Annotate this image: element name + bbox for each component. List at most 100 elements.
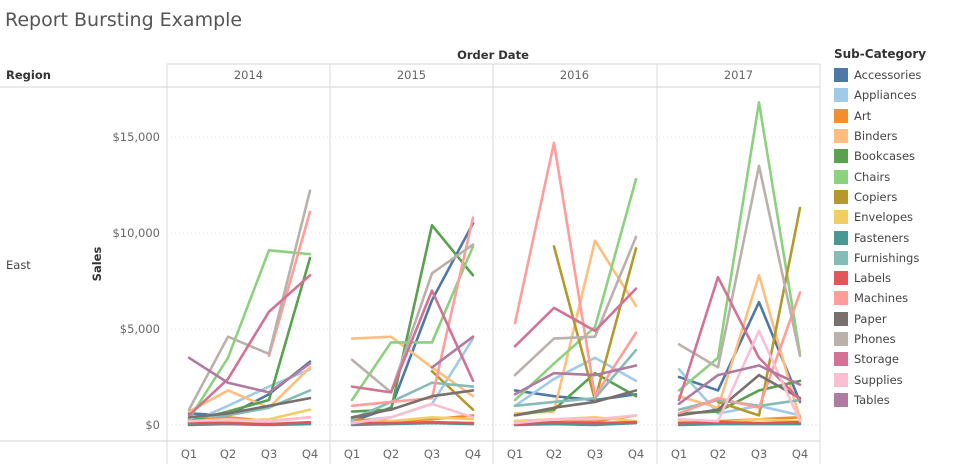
- x-tick-label: Q4: [465, 447, 481, 461]
- series-line-labels: [187, 420, 312, 426]
- x-tick-label: Q3: [587, 447, 603, 461]
- legend-item-art[interactable]: Art: [834, 106, 970, 126]
- x-tick-label: Q1: [671, 447, 687, 461]
- legend: Sub-Category Accessories Appliances Art Bin…: [834, 47, 970, 410]
- series-line-phones: [513, 235, 638, 377]
- legend-label: Art: [854, 108, 872, 123]
- legend-label: Storage: [854, 352, 899, 367]
- series-line-fasteners: [677, 422, 802, 427]
- year-header-2014: 2014: [234, 68, 263, 82]
- x-tick-label: Q3: [424, 447, 440, 461]
- series-line-labels: [677, 420, 802, 425]
- legend-label: Binders: [854, 129, 898, 144]
- series-line-storage: [187, 273, 312, 417]
- page-title: Report Bursting Example: [5, 9, 243, 31]
- series-line-fasteners: [513, 421, 638, 427]
- series-line-copiers: [552, 245, 638, 402]
- year-header-2015: 2015: [397, 68, 426, 82]
- series-line-storage: [513, 287, 638, 348]
- legend-item-envelopes[interactable]: Envelopes: [834, 207, 970, 227]
- x-tick-label: Q1: [181, 447, 197, 461]
- legend-label: Appliances: [854, 88, 917, 103]
- legend-item-labels[interactable]: Labels: [834, 268, 970, 288]
- x-tick-label: Q1: [344, 447, 360, 461]
- legend-swatch: [834, 392, 848, 407]
- legend-item-machines[interactable]: Machines: [834, 288, 970, 308]
- legend-swatch: [834, 332, 848, 346]
- legend-swatch: [834, 352, 848, 367]
- year-header-2016: 2016: [560, 68, 589, 82]
- series-line-phones: [677, 164, 802, 369]
- legend-swatch: [834, 230, 848, 245]
- legend-item-fasteners[interactable]: Fasteners: [834, 227, 970, 247]
- legend-item-appliances[interactable]: Appliances: [834, 85, 970, 105]
- x-tick-label: Q4: [302, 447, 318, 461]
- series-line-machines: [677, 291, 802, 415]
- series-line-storage: [350, 289, 475, 394]
- x-tick-label: Q2: [710, 447, 726, 461]
- y-axis-title: Sales: [90, 247, 104, 282]
- series-line-supplies: [513, 414, 638, 425]
- y-tick-label: $15,000: [112, 130, 160, 144]
- series-line-supplies: [187, 416, 312, 423]
- legend-label: Fasteners: [854, 230, 910, 245]
- x-tick-label: Q2: [220, 447, 236, 461]
- legend-item-tables[interactable]: Tables: [834, 390, 970, 410]
- x-tick-label: Q2: [383, 447, 399, 461]
- column-header: Order Date: [457, 48, 529, 62]
- legend-item-paper[interactable]: Paper: [834, 309, 970, 329]
- legend-label: Tables: [854, 392, 890, 407]
- legend-item-storage[interactable]: Storage: [834, 349, 970, 369]
- legend-title: Sub-Category: [834, 47, 927, 61]
- x-tick-label: Q4: [628, 447, 644, 461]
- legend-label: Chairs: [854, 169, 891, 184]
- legend-swatch: [834, 129, 848, 144]
- legend-swatch: [834, 88, 848, 103]
- series-line-binders: [350, 335, 475, 398]
- series-line-furnishings: [513, 348, 638, 408]
- legend-label: Labels: [854, 271, 892, 286]
- legend-label: Bookcases: [854, 149, 916, 164]
- row-header: Region: [6, 68, 51, 82]
- y-tick-label: $10,000: [112, 226, 160, 240]
- series-line-phones: [350, 243, 475, 394]
- x-tick-label: Q4: [792, 447, 808, 461]
- y-tick-label: $5,000: [120, 322, 160, 336]
- series-line-tables: [677, 364, 802, 406]
- legend-item-bookcases[interactable]: Bookcases: [834, 146, 970, 166]
- legend-swatch: [834, 68, 848, 83]
- series-line-copiers: [716, 206, 802, 417]
- legend-label: Furnishings: [854, 250, 920, 265]
- legend-swatch: [834, 291, 848, 306]
- legend-item-binders[interactable]: Binders: [834, 126, 970, 146]
- series-line-copiers: [430, 369, 475, 411]
- series-line-labels: [350, 420, 475, 425]
- series-line-binders: [187, 366, 312, 413]
- series-line-machines: [350, 216, 475, 408]
- legend-label: Machines: [854, 291, 909, 306]
- legend-item-chairs[interactable]: Chairs: [834, 166, 970, 186]
- legend-label: Copiers: [854, 189, 898, 204]
- year-header-2017: 2017: [724, 68, 753, 82]
- series-line-paper: [187, 396, 312, 419]
- legend-item-furnishings[interactable]: Furnishings: [834, 248, 970, 268]
- legend-label: Envelopes: [854, 210, 914, 225]
- legend-item-copiers[interactable]: Copiers: [834, 187, 970, 207]
- row-label-east: East: [6, 258, 31, 272]
- series-line-paper: [350, 389, 475, 419]
- y-tick-label: $0: [145, 418, 160, 432]
- legend-label: Supplies: [854, 372, 903, 387]
- legend-item-supplies[interactable]: Supplies: [834, 369, 970, 389]
- series-line-paper: [677, 373, 802, 417]
- series-line-paper: [513, 389, 638, 417]
- x-tick-label: Q3: [751, 447, 767, 461]
- legend-item-phones[interactable]: Phones: [834, 329, 970, 349]
- series-line-chairs: [187, 248, 312, 421]
- legend-swatch: [834, 189, 848, 204]
- legend-swatch: [834, 372, 848, 387]
- series-line-chairs: [513, 177, 638, 402]
- legend-label: Accessories: [854, 68, 922, 83]
- legend-swatch: [834, 169, 848, 184]
- legend-item-accessories[interactable]: Accessories: [834, 65, 970, 85]
